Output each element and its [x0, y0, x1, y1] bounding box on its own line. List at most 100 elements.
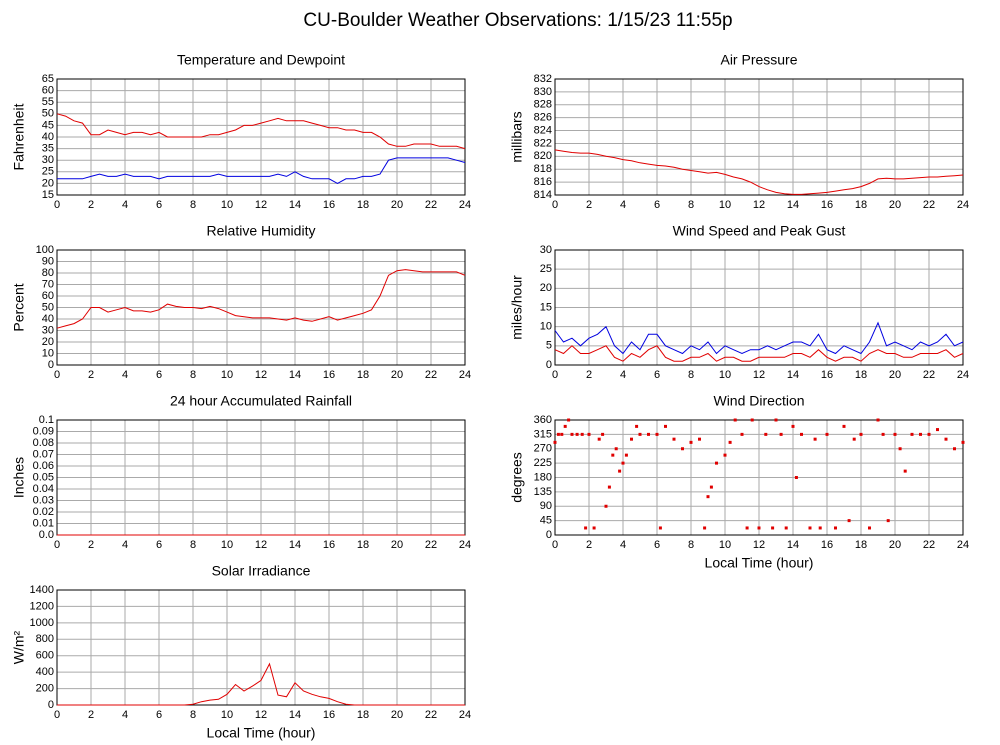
x-tick-label: 18: [855, 539, 867, 551]
y-tick-label: 35: [42, 143, 54, 155]
y-tick-label: 60: [42, 85, 54, 97]
data-line: [56, 269, 466, 329]
data-point: [624, 453, 628, 457]
y-tick-label: 180: [534, 471, 552, 483]
x-tick-label: 6: [156, 539, 162, 551]
y-tick-label: 50: [42, 108, 54, 120]
data-point: [757, 526, 761, 530]
x-tick-label: 12: [255, 199, 267, 211]
y-axis-label: degrees: [509, 452, 525, 503]
x-tick-label: 20: [391, 199, 403, 211]
data-point: [553, 440, 557, 444]
y-tick-label: 30: [42, 324, 54, 336]
data-line: [57, 157, 466, 184]
data-point: [910, 432, 914, 436]
data-line: [554, 149, 964, 195]
y-axis-label: Inches: [11, 457, 27, 498]
chart: Temperature and Dewpoint1520253035404550…: [11, 52, 471, 211]
page-title: CU-Boulder Weather Observations: 1/15/23…: [303, 10, 732, 31]
data-point: [961, 440, 965, 444]
x-tick-label: 6: [156, 369, 162, 381]
data-point: [567, 418, 571, 422]
x-tick-label: 18: [357, 709, 369, 721]
data-point: [852, 437, 856, 441]
y-tick-label: 100: [36, 244, 54, 256]
y-tick-label: 65: [42, 73, 54, 85]
x-tick-label: 6: [654, 369, 660, 381]
data-point: [876, 418, 880, 422]
data-point: [556, 432, 560, 436]
chart-title: Wind Direction: [713, 393, 804, 409]
y-tick-label: 15: [42, 189, 54, 201]
data-point: [771, 526, 775, 530]
data-point: [868, 526, 871, 530]
y-tick-label: 270: [534, 443, 552, 455]
x-tick-label: 18: [357, 539, 369, 551]
data-point: [784, 526, 788, 530]
y-tick-label: 30: [540, 244, 552, 256]
data-point: [847, 519, 851, 523]
y-tick-label: 1000: [30, 617, 54, 629]
x-tick-label: 10: [719, 369, 731, 381]
x-tick-label: 14: [787, 369, 799, 381]
x-tick-label: 4: [620, 369, 626, 381]
data-point: [587, 432, 591, 436]
data-line: [554, 321, 964, 355]
x-tick-label: 24: [459, 369, 471, 381]
data-point: [813, 437, 817, 441]
data-point: [703, 526, 707, 530]
data-point: [664, 424, 667, 428]
x-tick-label: 12: [753, 369, 765, 381]
data-point: [597, 437, 601, 441]
y-tick-label: 50: [42, 301, 54, 313]
plot-frame: [56, 589, 466, 706]
y-tick-label: 826: [534, 112, 552, 124]
y-tick-label: 0.01: [33, 517, 54, 529]
data-point: [575, 432, 579, 436]
data-point: [794, 476, 798, 479]
y-tick-label: 0.07: [33, 448, 54, 460]
x-tick-label: 6: [654, 539, 660, 551]
data-line: [554, 345, 964, 362]
plot-frame: [56, 78, 466, 196]
x-tick-label: 24: [459, 199, 471, 211]
x-tick-label: 0: [552, 369, 558, 381]
x-tick-label: 0: [552, 539, 558, 551]
x-tick-label: 24: [957, 199, 969, 211]
y-tick-label: 20: [42, 336, 54, 348]
y-tick-label: 45: [42, 119, 54, 131]
x-tick-label: 2: [586, 539, 592, 551]
x-tick-label: 2: [88, 709, 94, 721]
data-point: [563, 424, 567, 428]
y-tick-label: 828: [534, 99, 552, 111]
data-point: [818, 526, 822, 530]
plot-frame: [56, 249, 466, 366]
x-tick-label: 20: [391, 369, 403, 381]
y-tick-label: 0.05: [33, 471, 54, 483]
data-point: [936, 428, 939, 432]
y-tick-label: 5: [546, 340, 552, 352]
data-point: [570, 432, 574, 436]
x-tick-label: 10: [221, 539, 233, 551]
y-tick-label: 820: [534, 150, 552, 162]
data-point: [859, 432, 863, 436]
x-tick-label: 20: [391, 539, 403, 551]
y-tick-label: 10: [42, 347, 54, 359]
y-tick-label: 814: [534, 189, 552, 201]
plot-frame: [554, 78, 964, 196]
data-point: [672, 437, 676, 441]
data-point: [592, 526, 596, 530]
data-point: [898, 447, 902, 451]
x-tick-label: 4: [122, 199, 128, 211]
data-point: [584, 526, 588, 530]
x-tick-label: 22: [425, 369, 437, 381]
x-tick-label: 4: [122, 709, 128, 721]
y-axis-label: Percent: [11, 283, 27, 331]
data-point: [886, 519, 890, 523]
x-tick-label: 8: [688, 199, 694, 211]
y-tick-label: 55: [42, 96, 54, 108]
y-tick-label: 816: [534, 176, 552, 188]
data-point: [635, 424, 639, 428]
y-tick-label: 0: [48, 699, 54, 711]
